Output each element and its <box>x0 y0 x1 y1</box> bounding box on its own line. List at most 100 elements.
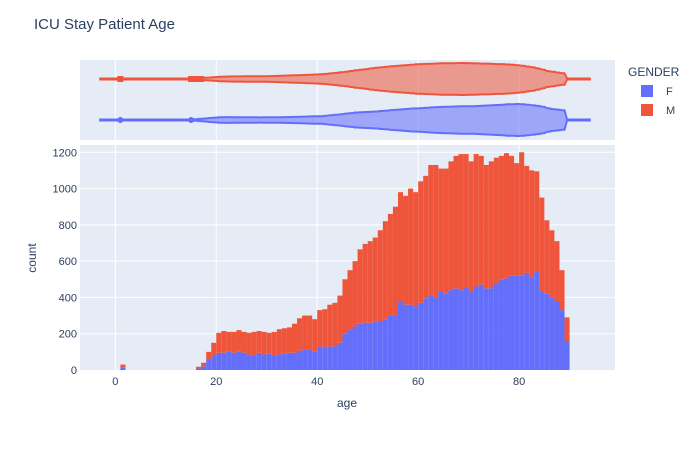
bar-m <box>473 154 479 287</box>
legend[interactable]: GENDER F M <box>628 65 680 117</box>
bar-f <box>403 304 409 370</box>
bar-f <box>317 346 323 370</box>
bar-m <box>322 309 328 348</box>
legend-title: GENDER <box>628 65 680 79</box>
bar-m <box>382 221 388 320</box>
y-axis-ticks: 0 200 400 600 800 1000 1200 <box>53 147 77 377</box>
bar-f <box>221 352 227 370</box>
bar-m <box>236 330 242 352</box>
bar-m <box>196 366 202 369</box>
bar-m <box>549 230 555 298</box>
bar-f <box>362 322 368 370</box>
y-tick-label: 600 <box>59 256 77 268</box>
bar-m <box>261 331 267 355</box>
bar-f <box>387 315 393 370</box>
bar-m <box>271 331 277 356</box>
bar-m <box>468 161 474 292</box>
bar-f <box>544 293 550 370</box>
violin-point-f <box>117 117 124 123</box>
bar-m <box>493 157 499 283</box>
bar-m <box>514 163 520 276</box>
bar-m <box>367 241 373 323</box>
legend-label-f: F <box>666 86 673 98</box>
bar-m <box>276 329 282 355</box>
x-tick-label: 0 <box>112 376 118 388</box>
bar-m <box>458 154 464 291</box>
x-axis-ticks: 0 20 40 60 80 <box>112 376 525 388</box>
bar-m <box>362 243 368 323</box>
bar-f <box>408 304 414 370</box>
bar-m <box>347 270 353 331</box>
violin-point-m <box>188 76 195 82</box>
bar-m <box>488 161 494 289</box>
bar-m <box>534 171 540 273</box>
bar-f <box>196 368 202 370</box>
bar-f <box>266 353 272 370</box>
bar-f <box>241 352 247 370</box>
bar-f <box>251 355 257 370</box>
bar-m <box>397 192 404 302</box>
bar-m <box>413 192 419 307</box>
bar-f <box>291 352 298 370</box>
bar-f <box>327 346 333 370</box>
bar-m <box>312 319 318 352</box>
bar-m <box>337 295 343 343</box>
violin-point-m <box>198 76 205 82</box>
bar-m <box>246 332 252 355</box>
bar-m <box>377 230 383 322</box>
bar-f <box>453 288 459 370</box>
x-tick-label: 40 <box>311 376 323 388</box>
bar-m <box>357 249 363 324</box>
bar-f <box>564 340 570 370</box>
bar-m <box>509 155 515 276</box>
bar-f <box>514 275 520 370</box>
bar-f <box>529 277 535 370</box>
bar-m <box>387 213 393 316</box>
violin-point-m <box>193 76 200 82</box>
bar-m <box>418 181 424 303</box>
bar-f <box>377 321 383 370</box>
x-tick-label: 20 <box>210 376 222 388</box>
bar-f <box>559 310 565 370</box>
bar-f <box>231 352 237 370</box>
bar-m <box>201 362 207 367</box>
bar-f <box>468 291 474 370</box>
x-tick-label: 60 <box>412 376 424 388</box>
bar-f <box>433 297 439 370</box>
bar-m <box>478 155 484 285</box>
y-axis-title: count <box>25 243 39 273</box>
bar-f <box>478 284 484 370</box>
bar-f <box>418 302 424 370</box>
chart-title: ICU Stay Patient Age <box>34 16 175 33</box>
bar-f <box>347 330 353 370</box>
bar-m <box>281 328 287 354</box>
bar-f <box>201 366 207 370</box>
bar-m <box>342 279 348 334</box>
x-tick-label: 80 <box>513 376 525 388</box>
legend-item-m[interactable]: M <box>641 104 675 117</box>
bar-f <box>342 333 348 370</box>
histogram-bars <box>120 152 570 370</box>
bar-m <box>428 164 434 296</box>
bar-m <box>221 330 227 353</box>
bar-f <box>312 351 318 370</box>
histogram-subplot: 0 20 40 60 80 0 200 400 600 800 1000 1200 <box>53 145 615 388</box>
bar-m <box>524 165 530 273</box>
bar-m <box>544 220 550 294</box>
bar-m <box>256 330 262 353</box>
bar-f <box>549 297 555 370</box>
bar-f <box>509 275 515 370</box>
violin-f <box>99 103 591 137</box>
bar-f <box>256 352 262 370</box>
violin-shapes <box>99 62 591 137</box>
y-tick-label: 1000 <box>53 184 77 196</box>
bar-f <box>120 367 126 370</box>
bar-f <box>261 354 267 370</box>
bar-f <box>519 275 525 370</box>
bar-m <box>438 168 444 292</box>
bar-f <box>211 355 217 370</box>
bar-f <box>554 301 560 370</box>
y-tick-label: 1200 <box>53 147 77 159</box>
violin-point-m <box>117 76 124 82</box>
legend-item-f[interactable]: F <box>641 85 673 98</box>
